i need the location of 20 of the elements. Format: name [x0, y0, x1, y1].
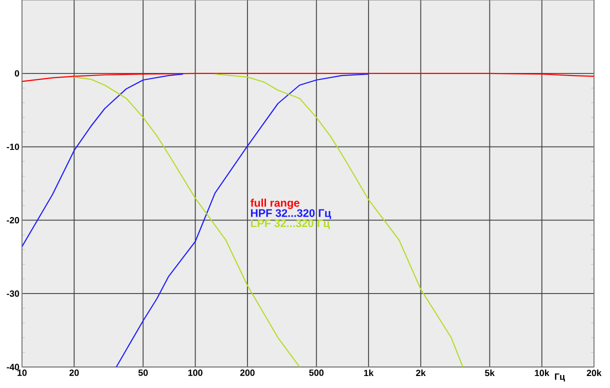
x-axis-title: Гц [554, 374, 565, 382]
x-tick-label: 500 [309, 370, 324, 376]
text: full range [250, 198, 300, 210]
x-tick-label: 1k [364, 370, 374, 376]
x-tick-label: 50 [138, 370, 148, 376]
x-tick-label: 2k [416, 370, 426, 376]
y-tick-label: -30 [6, 290, 20, 297]
y-tick-label: -40 [6, 364, 20, 370]
text: LPF 32...320 Гц [251, 219, 330, 230]
x-tick-label: 10k [534, 370, 550, 376]
y-tick-label: -20 [6, 217, 20, 224]
x-tick-label: 10 [18, 370, 27, 376]
x-tick-label: 200 [240, 370, 255, 376]
x-tick-label: 20 [69, 370, 79, 376]
y-tick-label: 0 [14, 70, 20, 77]
x-tick-label: 5k [484, 370, 495, 376]
x-tick-label: 100 [188, 370, 202, 376]
x-tick-label: 20k [586, 370, 602, 376]
text: HPF 32...320 Гц [251, 209, 332, 220]
y-tick-label: -10 [6, 144, 20, 150]
